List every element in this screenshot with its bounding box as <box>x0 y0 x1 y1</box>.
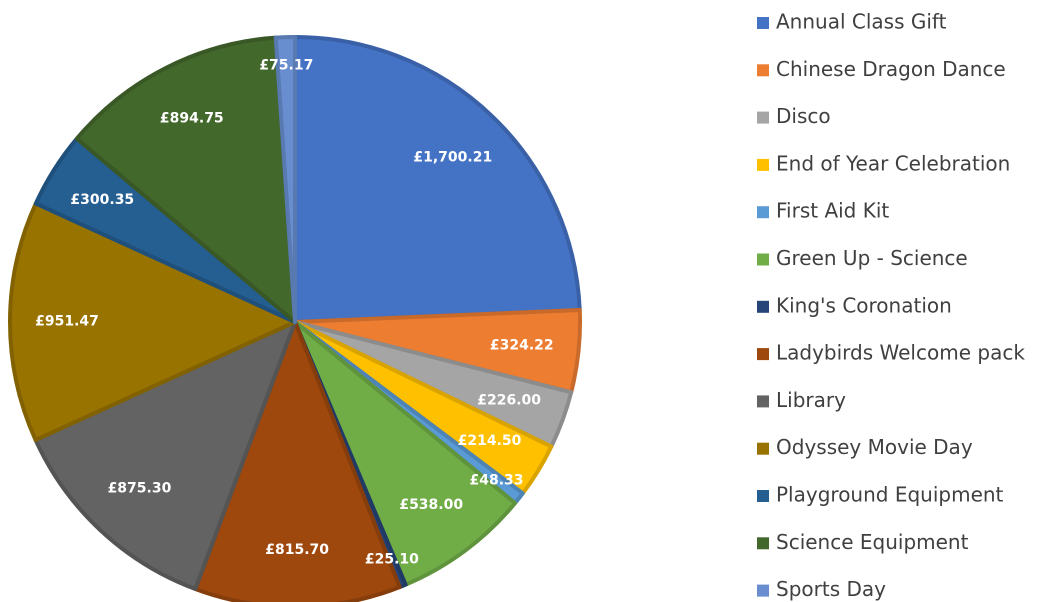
legend-label: King's Coronation <box>776 293 952 317</box>
data-label: £75.17 <box>259 58 313 74</box>
legend-label: Green Up - Science <box>776 246 968 270</box>
pie-slice <box>193 320 402 602</box>
legend-label: Odyssey Movie Day <box>776 435 973 459</box>
legend-swatch <box>757 300 769 313</box>
data-label: £214.50 <box>458 433 522 449</box>
legend-swatch <box>757 490 769 502</box>
legend-swatch <box>757 537 769 550</box>
legend-label: Playground Equipment <box>776 483 1004 507</box>
legend-label: Science Equipment <box>776 530 969 554</box>
legend-label: End of Year Celebration <box>776 151 1010 175</box>
legend-swatch <box>757 64 769 77</box>
data-label: £894.75 <box>160 111 224 127</box>
data-label: £951.47 <box>35 314 99 330</box>
legend-swatch <box>757 206 769 219</box>
legend-swatch <box>757 584 769 597</box>
pie-slice <box>293 35 582 324</box>
data-label: £226.00 <box>477 392 541 408</box>
data-label: £25.10 <box>365 552 419 568</box>
legend-swatch <box>757 348 769 361</box>
legend-label: First Aid Kit <box>776 199 889 223</box>
legend-swatch <box>757 17 769 29</box>
pie-slice <box>293 320 518 587</box>
legend-swatch <box>757 395 769 408</box>
data-label: £875.30 <box>108 481 172 497</box>
legend-swatch <box>757 253 769 266</box>
pie-slice <box>74 35 297 324</box>
data-label: £815.70 <box>265 542 329 558</box>
data-label: £324.22 <box>490 338 554 354</box>
pie-slice <box>8 201 297 442</box>
data-label: £1,700.21 <box>413 149 492 165</box>
legend-swatch <box>757 111 769 124</box>
pie-slice <box>273 35 297 324</box>
legend-label: Chinese Dragon Dance <box>776 57 1006 81</box>
pie-slice <box>33 320 297 591</box>
legend-label: Library <box>776 388 846 412</box>
legend-label: Annual Class Gift <box>776 10 947 34</box>
legend-swatch <box>757 158 769 171</box>
data-label: £48.33 <box>470 473 524 489</box>
legend-swatch <box>757 442 769 455</box>
legend-label: Ladybirds Welcome pack <box>776 341 1025 365</box>
data-label: £538.00 <box>399 497 463 513</box>
legend-label: Disco <box>776 104 831 128</box>
data-label: £300.35 <box>70 192 134 208</box>
legend-label: Sports Day <box>776 577 886 601</box>
